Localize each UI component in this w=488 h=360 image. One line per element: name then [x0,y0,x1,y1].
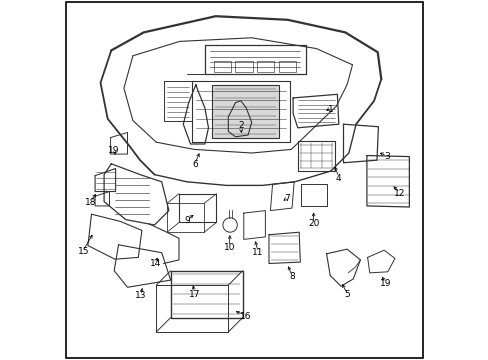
Text: 20: 20 [307,219,319,228]
Text: 5: 5 [344,290,349,299]
Text: 14: 14 [149,259,161,268]
Text: 7: 7 [284,194,289,203]
Text: 6: 6 [192,161,197,169]
Text: 8: 8 [288,272,294,281]
Bar [235,61,252,72]
Bar [212,85,278,138]
Text: 18: 18 [84,198,96,207]
Bar [257,61,274,72]
Text: 10: 10 [223,243,235,252]
Text: 11: 11 [252,248,264,257]
Text: 1: 1 [327,105,333,114]
Text: 13: 13 [135,292,146,300]
Text: 16: 16 [239,311,250,320]
Text: 17: 17 [189,290,200,299]
Text: 2: 2 [238,122,243,130]
Text: 9: 9 [184,216,190,225]
Text: 19: 19 [108,146,120,155]
Bar [278,61,295,72]
Text: 4: 4 [335,174,341,183]
Text: 3: 3 [383,152,389,161]
Bar [213,61,231,72]
Text: 15: 15 [77,247,89,256]
Text: 19: 19 [379,279,390,288]
Text: 12: 12 [393,189,405,198]
